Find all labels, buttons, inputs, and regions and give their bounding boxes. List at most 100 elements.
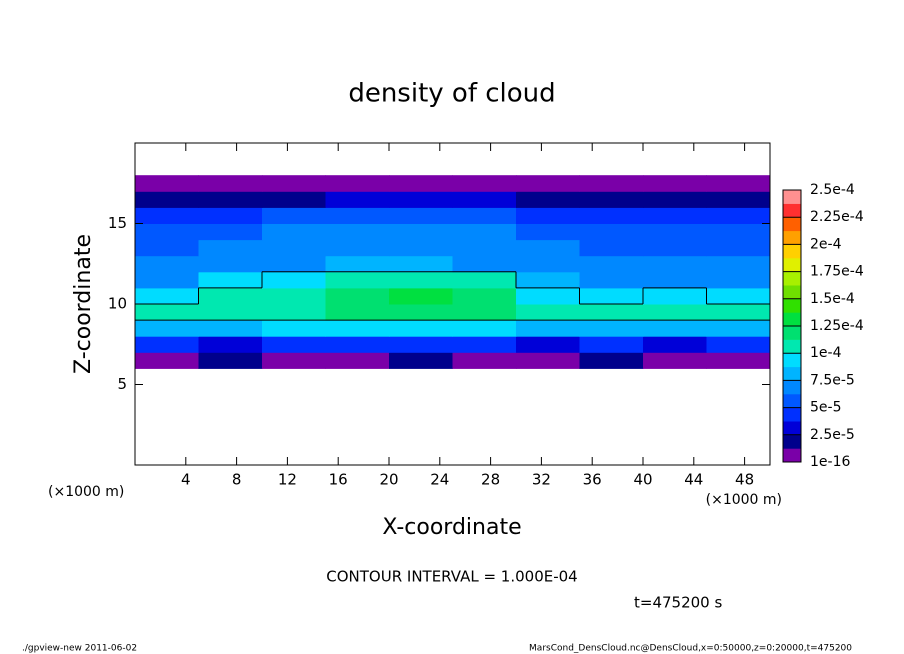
contour-cell [262,239,326,257]
footer-left: ./gpview-new 2011-06-02 [22,644,137,654]
contour-cell [325,239,390,257]
colorbar-label: 1e-16 [810,454,850,470]
contour-cell [325,223,390,241]
x-tick-label: 32 [532,471,551,489]
colorbar-swatch [783,312,801,327]
contour-cell [389,239,453,257]
contour-cell [135,223,199,241]
y-tick-label: 10 [108,295,127,313]
colorbar-swatch [783,434,801,449]
contour-cell [516,352,580,369]
contour-cell [325,336,390,353]
x-tick-label: 20 [379,471,398,489]
contour-cell [452,175,517,192]
contour-cell [516,207,580,224]
contour-cell [452,271,517,289]
contour-cell [643,304,707,321]
contour-cell [706,320,771,337]
x-axis-label: X-coordinate [382,515,521,540]
contour-cell [579,336,644,353]
colorbar-swatch [783,407,801,422]
contour-cell [389,207,453,224]
contour-cell [262,320,326,337]
contour-cell [325,304,390,321]
contour-cell [706,352,771,369]
contour-cell [262,191,326,208]
contour-cell [325,320,390,337]
contour-cell [198,191,263,208]
contour-cell [389,223,453,241]
contour-cell [579,304,644,321]
contour-cell [198,336,263,353]
contour-cell [389,191,453,208]
contour-cell [706,255,771,273]
contour-cell [262,304,326,321]
contour-cell [706,223,771,241]
contour-cell [452,207,517,224]
colorbar-swatch [783,285,801,300]
contour-cell [452,352,517,369]
contour-cell [452,287,517,305]
contour-note: CONTOUR INTERVAL = 1.000E-04 [326,568,577,586]
contour-cell [198,304,263,321]
contour-cell [643,223,707,241]
contour-cell [643,320,707,337]
contour-cell [516,320,580,337]
contour-cell [262,352,326,369]
contour-cell [452,223,517,241]
contour-cell [325,271,390,289]
contour-cell [135,191,199,208]
contour-cell [643,255,707,273]
contour-cell [198,255,263,273]
x-unit: (×1000 m) [706,492,782,508]
contour-cell [135,271,199,289]
contour-cell [516,223,580,241]
time-note: t=475200 s [634,594,722,612]
colorbar-label: 1.5e-4 [810,291,855,307]
contour-cell [389,336,453,353]
colorbar-swatch [783,271,801,286]
contour-cell [452,255,517,273]
contour-cell [706,287,771,305]
contour-cell [579,320,644,337]
chart-title: density of cloud [348,79,555,109]
contour-cell [579,255,644,273]
contour-cell [516,255,580,273]
contour-cell [325,207,390,224]
colorbar-swatch [783,230,801,245]
contour-cell [389,320,453,337]
contour-cell [135,175,199,192]
contour-cell [516,191,580,208]
contour-cell [643,175,707,192]
colorbar-label: 7.5e-5 [810,372,855,388]
contour-cell [452,304,517,321]
contour-cell [516,304,580,321]
contour-cell [325,287,390,305]
contour-cell [325,255,390,273]
contour-cell [579,175,644,192]
contour-cell [643,336,707,353]
colorbar-swatch [783,380,801,395]
contour-cell [516,175,580,192]
x-tick-label: 16 [329,471,348,489]
contour-cell [452,336,517,353]
x-tick-label: 12 [278,471,297,489]
x-tick-label: 8 [232,471,242,489]
contour-cell [262,336,326,353]
colorbar-swatch [783,353,801,368]
contour-cell [516,271,580,289]
contour-cell [643,207,707,224]
contour-cell [135,352,199,369]
colorbar-label: 1.75e-4 [810,264,864,280]
contour-cell [643,271,707,289]
contour-cell [516,239,580,257]
contour-cell [262,271,326,289]
contour-cell [135,336,199,353]
colorbar-label: 2e-4 [810,236,842,252]
contour-cell [706,336,771,353]
contour-cell [262,207,326,224]
contour-cell [579,287,644,305]
contour-cell [579,352,644,369]
colorbar-swatch [783,326,801,340]
